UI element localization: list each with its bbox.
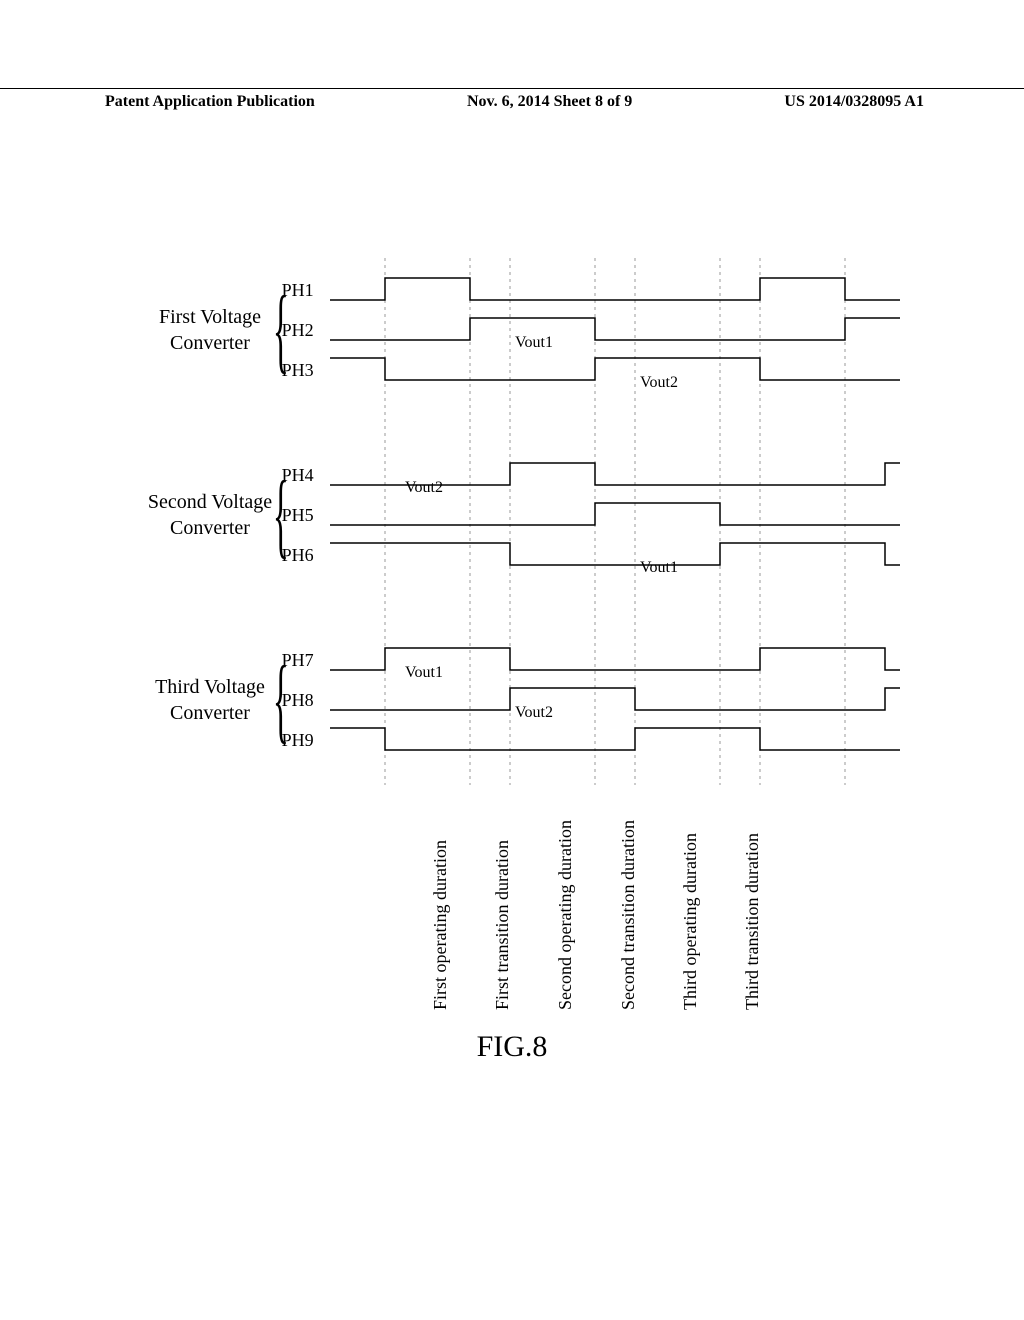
waveform <box>330 310 900 350</box>
waveform <box>330 350 900 390</box>
duration-label: Third operating duration <box>680 833 701 1010</box>
signal-label: PH9 <box>282 730 337 751</box>
duration-label: First operating duration <box>430 840 451 1010</box>
waveform <box>330 270 900 310</box>
signals-column: PH7 PH8 PH9 <box>282 640 337 760</box>
group-label: Third VoltageConverter <box>140 674 280 726</box>
signal-label: PH1 <box>282 280 337 301</box>
signals-column: PH1 PH2 PH3 <box>282 270 337 390</box>
duration-label: First transition duration <box>492 840 513 1010</box>
page-header: Patent Application Publication Nov. 6, 2… <box>0 88 1024 111</box>
converter-group: First VoltageConverter{PH1PH2PH3 <box>140 270 337 390</box>
converter-group: Third VoltageConverter{PH7PH8PH9 <box>140 640 337 760</box>
signal-row: PH9 <box>282 720 337 760</box>
waveform <box>330 720 900 760</box>
group-label: First VoltageConverter <box>140 304 280 356</box>
signal-label: PH6 <box>282 545 337 566</box>
vout-label: Vout2 <box>640 374 678 392</box>
signal-label: PH2 <box>282 320 337 341</box>
signal-label: PH5 <box>282 505 337 526</box>
signal-row: PH3 <box>282 350 337 390</box>
signal-label: PH3 <box>282 360 337 381</box>
header-right: US 2014/0328095 A1 <box>784 93 924 111</box>
converter-group: Second VoltageConverter{PH4PH5PH6 <box>140 455 337 575</box>
waveform <box>330 680 900 720</box>
header-center: Nov. 6, 2014 Sheet 8 of 9 <box>467 93 632 111</box>
duration-label: Second transition duration <box>618 820 639 1010</box>
signal-label: PH4 <box>282 465 337 486</box>
duration-label: Third transition duration <box>742 833 763 1010</box>
figure-label: FIG.8 <box>0 1030 1024 1064</box>
group-label: Second VoltageConverter <box>140 489 280 541</box>
signal-row: PH7 <box>282 640 337 680</box>
signal-row: PH8 <box>282 680 337 720</box>
signal-label: PH7 <box>282 650 337 671</box>
signal-row: PH6 <box>282 535 337 575</box>
signal-row: PH4 <box>282 455 337 495</box>
waveform <box>330 495 900 535</box>
signal-row: PH2 <box>282 310 337 350</box>
signals-column: PH4 PH5 PH6 <box>282 455 337 575</box>
duration-label: Second operating duration <box>555 820 576 1010</box>
vout-label: Vout1 <box>640 559 678 577</box>
waveform <box>330 535 900 575</box>
signal-row: PH5 <box>282 495 337 535</box>
signal-row: PH1 <box>282 270 337 310</box>
header-left: Patent Application Publication <box>105 93 315 111</box>
signal-label: PH8 <box>282 690 337 711</box>
